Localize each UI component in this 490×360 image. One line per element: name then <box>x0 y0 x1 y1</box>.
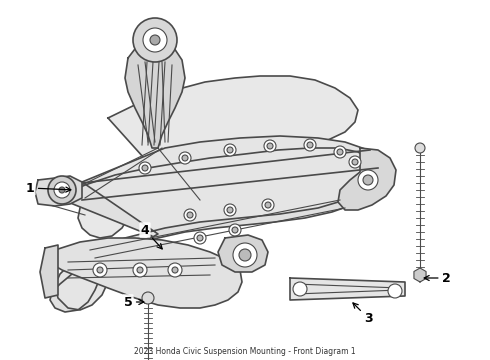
Circle shape <box>233 243 257 267</box>
Circle shape <box>48 176 76 204</box>
Circle shape <box>133 263 147 277</box>
Polygon shape <box>78 76 358 238</box>
Circle shape <box>168 263 182 277</box>
Circle shape <box>227 147 233 153</box>
Circle shape <box>59 187 65 193</box>
Circle shape <box>337 149 343 155</box>
Circle shape <box>349 156 361 168</box>
Polygon shape <box>414 268 426 282</box>
Circle shape <box>334 146 346 158</box>
Circle shape <box>54 182 70 198</box>
Text: 4: 4 <box>141 224 162 249</box>
Circle shape <box>194 232 206 244</box>
Circle shape <box>363 175 373 185</box>
Circle shape <box>172 267 178 273</box>
Polygon shape <box>40 245 58 298</box>
Circle shape <box>179 152 191 164</box>
Circle shape <box>143 28 167 52</box>
Circle shape <box>224 204 236 216</box>
Circle shape <box>227 207 233 213</box>
Polygon shape <box>125 30 185 148</box>
Text: 2: 2 <box>424 271 451 284</box>
Text: 2023 Honda Civic Suspension Mounting - Front Diagram 1: 2023 Honda Civic Suspension Mounting - F… <box>134 347 356 356</box>
Circle shape <box>150 35 160 45</box>
Circle shape <box>142 165 148 171</box>
Circle shape <box>265 202 271 208</box>
Circle shape <box>232 227 238 233</box>
Circle shape <box>293 282 307 296</box>
Circle shape <box>184 209 196 221</box>
Circle shape <box>93 263 107 277</box>
Polygon shape <box>35 176 82 206</box>
Circle shape <box>267 143 273 149</box>
Circle shape <box>187 212 193 218</box>
Polygon shape <box>50 148 380 312</box>
Text: 3: 3 <box>353 303 372 324</box>
Circle shape <box>239 249 251 261</box>
Polygon shape <box>290 278 405 300</box>
Circle shape <box>352 159 358 165</box>
Circle shape <box>197 235 203 241</box>
Circle shape <box>137 267 143 273</box>
Circle shape <box>262 199 274 211</box>
Text: 5: 5 <box>123 296 144 309</box>
Circle shape <box>229 224 241 236</box>
Circle shape <box>307 142 313 148</box>
Polygon shape <box>45 238 242 308</box>
Circle shape <box>224 144 236 156</box>
Polygon shape <box>55 136 380 310</box>
Circle shape <box>415 143 425 153</box>
Circle shape <box>97 267 103 273</box>
Circle shape <box>304 139 316 151</box>
Polygon shape <box>218 235 268 272</box>
Circle shape <box>264 140 276 152</box>
Polygon shape <box>338 148 396 210</box>
Circle shape <box>182 155 188 161</box>
Circle shape <box>139 162 151 174</box>
Circle shape <box>142 292 154 304</box>
Circle shape <box>388 284 402 298</box>
Circle shape <box>358 170 378 190</box>
Text: 1: 1 <box>25 181 71 194</box>
Circle shape <box>133 18 177 62</box>
